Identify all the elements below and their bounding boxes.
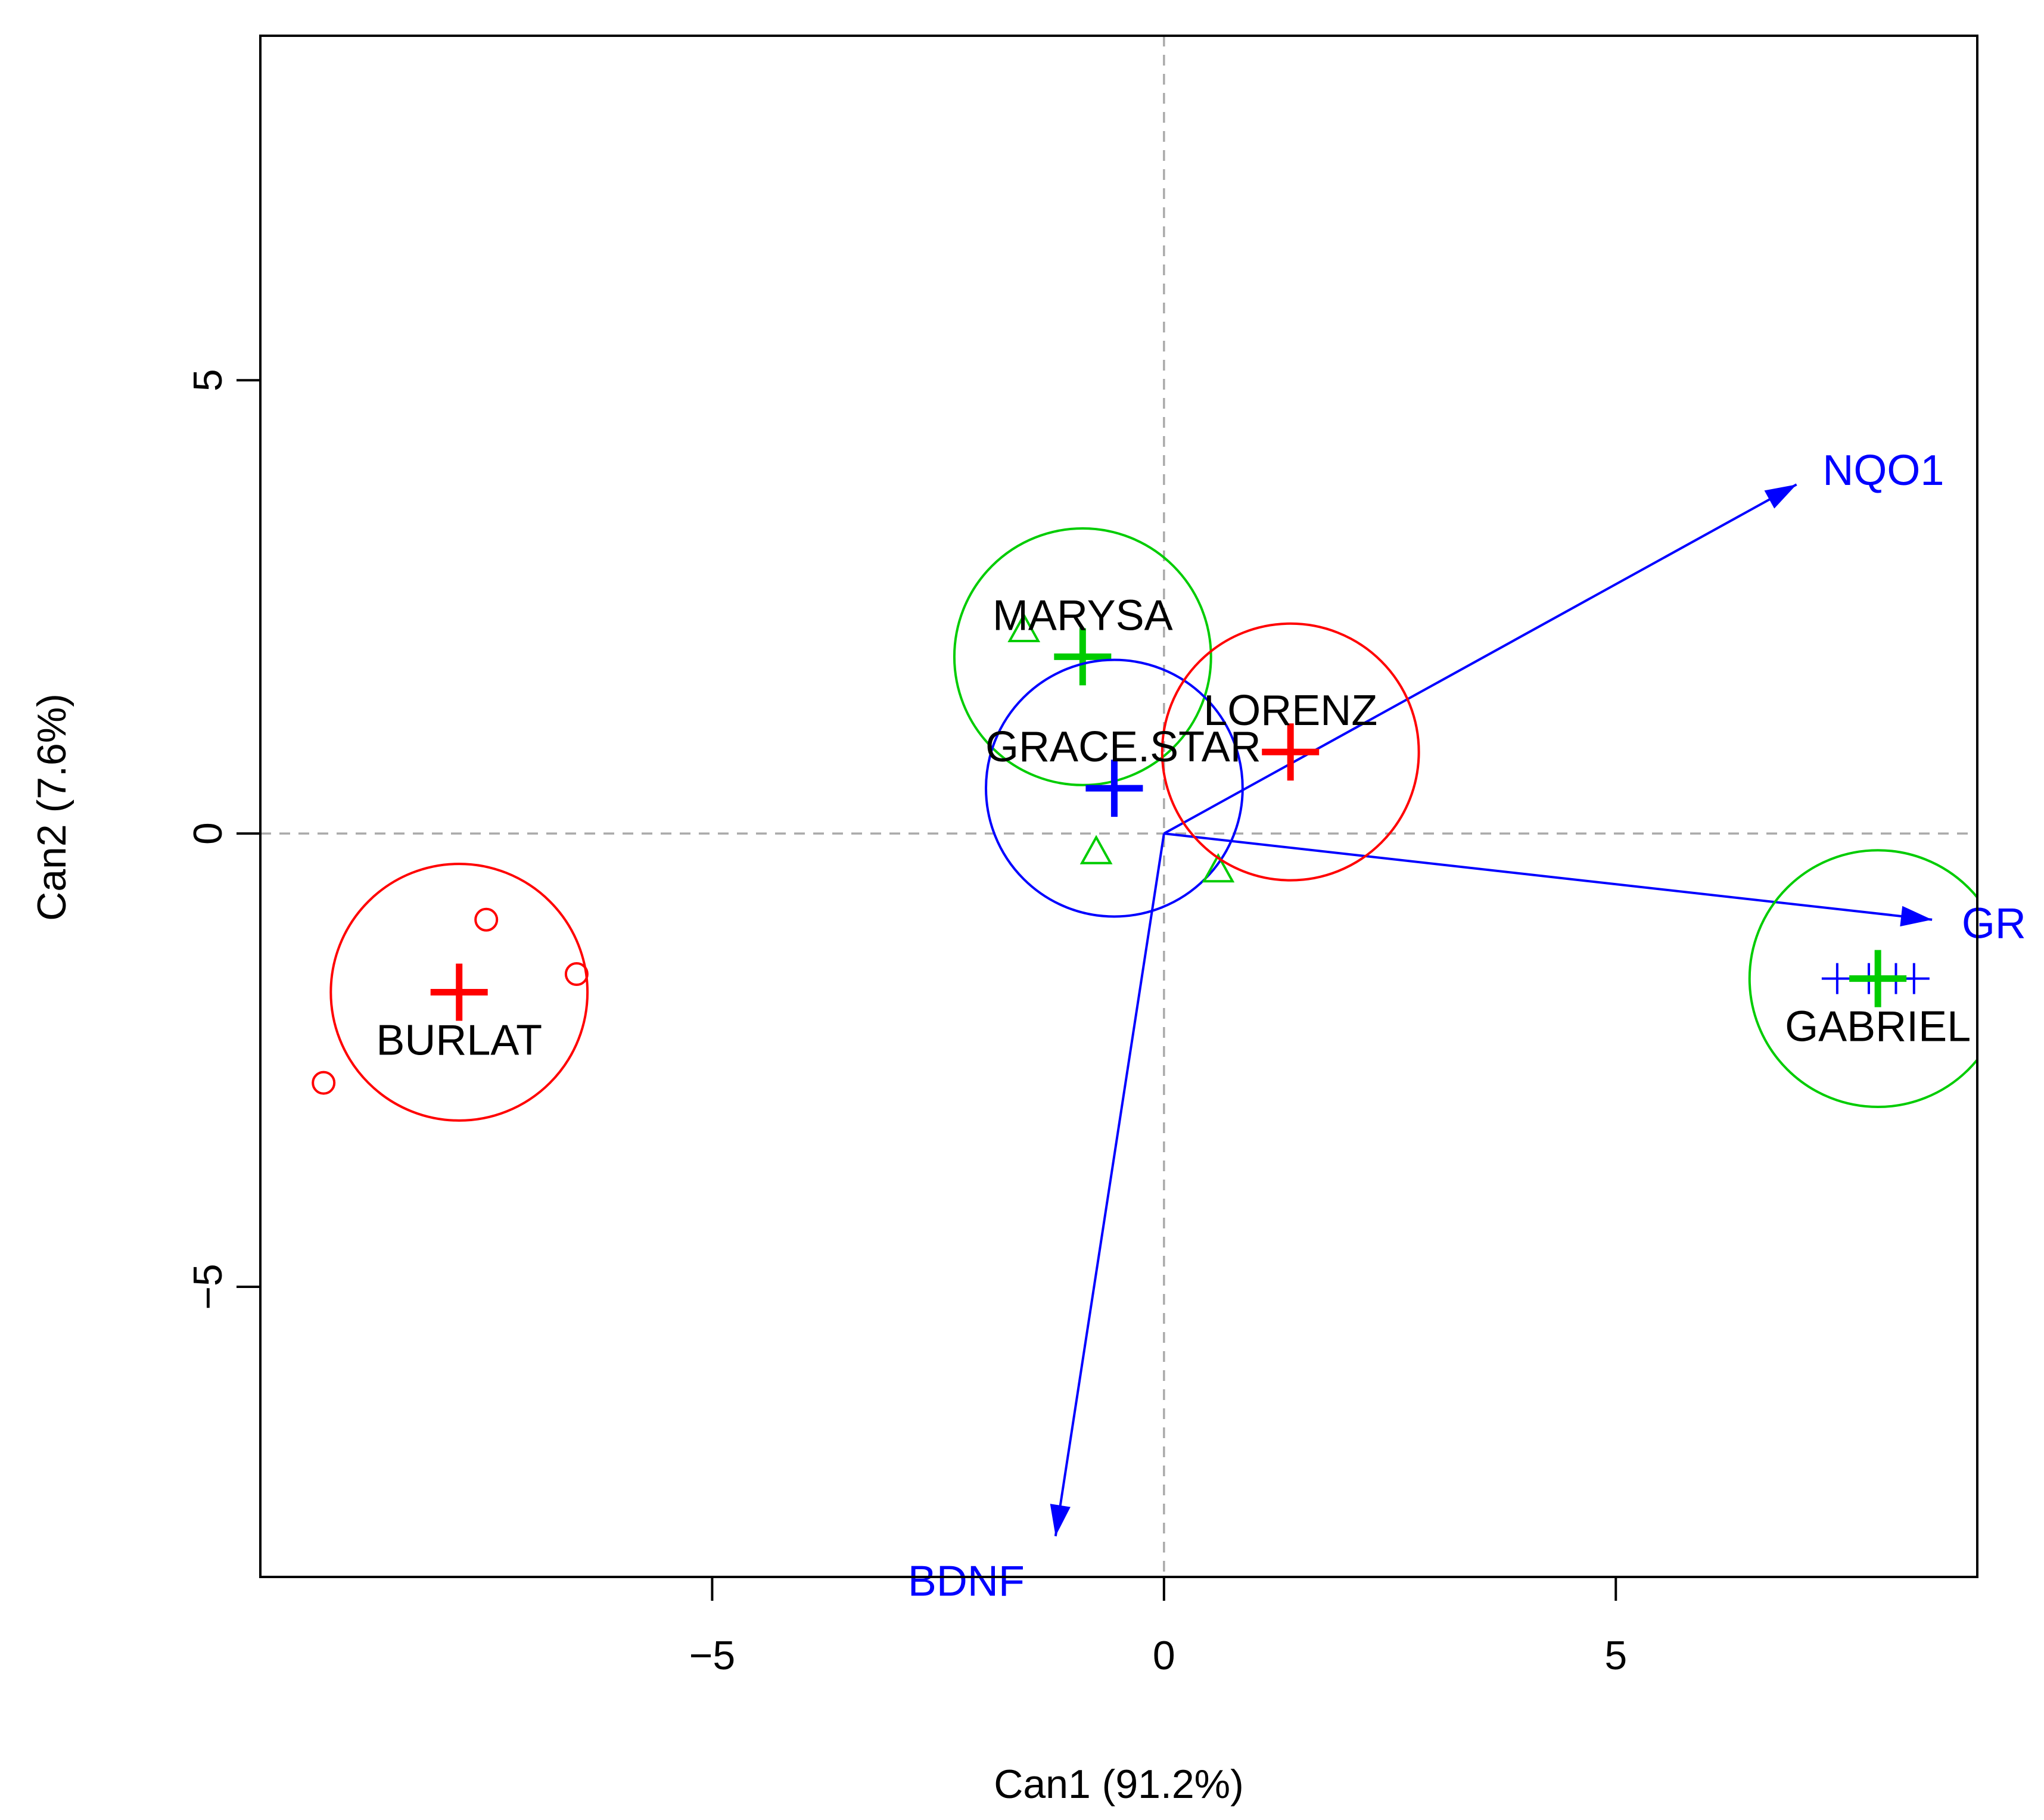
vector-gr-arrow (1163, 832, 1933, 927)
group-center-marysa (1054, 628, 1112, 686)
y-tick-label: 0 (185, 822, 231, 845)
group-label-burlat: BURLAT (376, 1016, 542, 1064)
group-circle-gabriel (1748, 849, 1977, 1108)
observation-point (1202, 853, 1235, 883)
x-tick-label: −5 (689, 1633, 736, 1678)
x-axis-title: Can1 (91.2%) (994, 1762, 1244, 1807)
group-circle-burlat (329, 863, 589, 1122)
vector-arrowhead (1900, 906, 1933, 927)
observation-point (1821, 963, 1853, 994)
group-label-grace-star: GRACE.STAR (985, 723, 1261, 771)
vector-label-gr: GR (1962, 900, 2026, 947)
x-tick-label: 5 (1604, 1633, 1627, 1678)
group-center-gabriel (1849, 950, 1907, 1007)
vector-label-bdnf: BDNF (908, 1558, 1025, 1606)
vector-nqo1-arrow (1163, 483, 1797, 835)
x-axis: −5 0 5 (689, 1576, 1627, 1678)
vector-arrowhead (1764, 484, 1797, 509)
vector-shaft (1163, 483, 1797, 835)
vector-shaft (1054, 833, 1165, 1536)
vector-bdnf-arrow (1050, 833, 1165, 1536)
observation-point (564, 962, 589, 987)
observation-point (1007, 612, 1041, 642)
plot-frame (259, 35, 1978, 1578)
vector-arrowhead (1050, 1504, 1071, 1536)
y-axis: −5 0 5 (185, 369, 262, 1310)
plot-marks (312, 483, 1977, 1536)
y-tick-label: −5 (185, 1264, 231, 1310)
group-label-gabriel: GABRIEL (1785, 1003, 1971, 1051)
group-label-marysa: MARYSA (993, 592, 1173, 639)
vector-label-nqo1: NQO1 (1822, 447, 1944, 494)
group-circle-lorenz (1161, 622, 1420, 882)
x-tick-label: 0 (1153, 1633, 1175, 1678)
observation-point (312, 1071, 336, 1095)
group-center-grace-star (1085, 760, 1143, 817)
group-center-burlat (430, 963, 488, 1021)
group-circle-grace-star (985, 658, 1244, 918)
observation-point (474, 907, 499, 932)
group-circle-marysa (953, 527, 1212, 786)
y-tick-label: 5 (185, 369, 231, 391)
observation-point (1079, 835, 1113, 864)
vector-shaft (1163, 832, 1933, 921)
group-center-lorenz (1262, 723, 1320, 781)
y-axis-title: Can2 (7.6%) (29, 693, 74, 921)
group-label-lorenz: LORENZ (1203, 687, 1377, 735)
